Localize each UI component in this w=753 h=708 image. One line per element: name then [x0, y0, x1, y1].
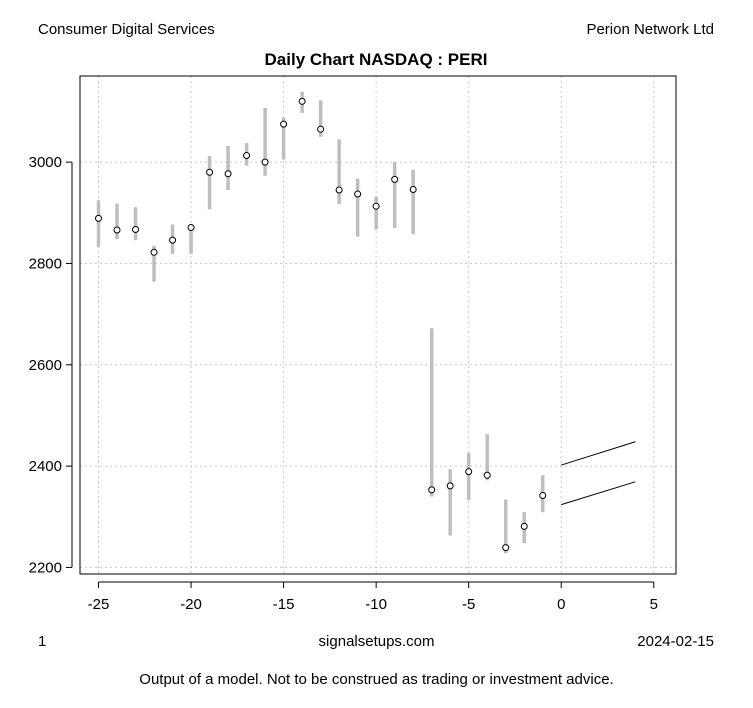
y-tick-label: 2200 — [29, 559, 62, 576]
close-marker — [280, 120, 288, 128]
close-marker — [428, 486, 436, 494]
close-marker — [335, 186, 343, 194]
footer-center-text: signalsetups.com — [318, 633, 435, 650]
close-marker — [132, 226, 140, 234]
close-marker — [391, 175, 399, 183]
plot-frame — [79, 75, 677, 575]
close-marker — [409, 185, 417, 193]
x-tick-label: -25 — [88, 596, 110, 613]
close-marker — [502, 544, 510, 552]
y-axis: 2200 2400 2600 2800 3000 — [29, 154, 73, 576]
close-marker — [539, 491, 547, 499]
close-marker-layer — [95, 97, 547, 552]
y-tick-label: 2800 — [29, 255, 62, 272]
x-tick-label: -5 — [462, 596, 475, 613]
x-axis: -25 -20 -15 -10 -5 0 5 — [88, 581, 658, 613]
close-marker — [187, 223, 195, 231]
close-marker — [372, 202, 380, 210]
close-marker — [317, 125, 325, 133]
y-tick-label: 3000 — [29, 154, 62, 171]
x-tick-label: -15 — [273, 596, 295, 613]
footer-left-text: 1 — [38, 633, 47, 650]
close-marker — [483, 471, 491, 479]
close-marker — [206, 168, 214, 176]
disclaimer-text: Output of a model. Not to be construed a… — [139, 671, 614, 688]
close-marker — [520, 522, 528, 530]
close-marker — [113, 226, 121, 234]
bar-layer — [96, 91, 545, 554]
close-marker — [298, 97, 306, 105]
grid-layer — [80, 76, 676, 574]
projection-layer — [561, 441, 636, 506]
close-marker — [95, 214, 103, 222]
chart-title: Daily Chart NASDAQ : PERI — [265, 50, 488, 69]
close-marker — [243, 152, 251, 160]
close-marker — [261, 158, 269, 166]
close-marker — [446, 482, 454, 490]
close-marker — [354, 190, 362, 198]
projection-line — [561, 441, 636, 466]
footer-right-text: 2024-02-15 — [637, 633, 714, 650]
y-tick-label: 2600 — [29, 357, 62, 374]
header-right-text: Perion Network Ltd — [586, 21, 714, 38]
x-tick-label: -10 — [365, 596, 387, 613]
x-tick-label: -20 — [180, 596, 202, 613]
x-tick-label: 5 — [650, 596, 658, 613]
y-tick-label: 2400 — [29, 458, 62, 475]
close-marker — [224, 170, 232, 178]
close-marker — [150, 248, 158, 256]
x-tick-label: 0 — [557, 596, 565, 613]
projection-line — [561, 481, 636, 506]
header-left-text: Consumer Digital Services — [38, 21, 215, 38]
close-marker — [465, 468, 473, 476]
close-marker — [169, 236, 177, 244]
